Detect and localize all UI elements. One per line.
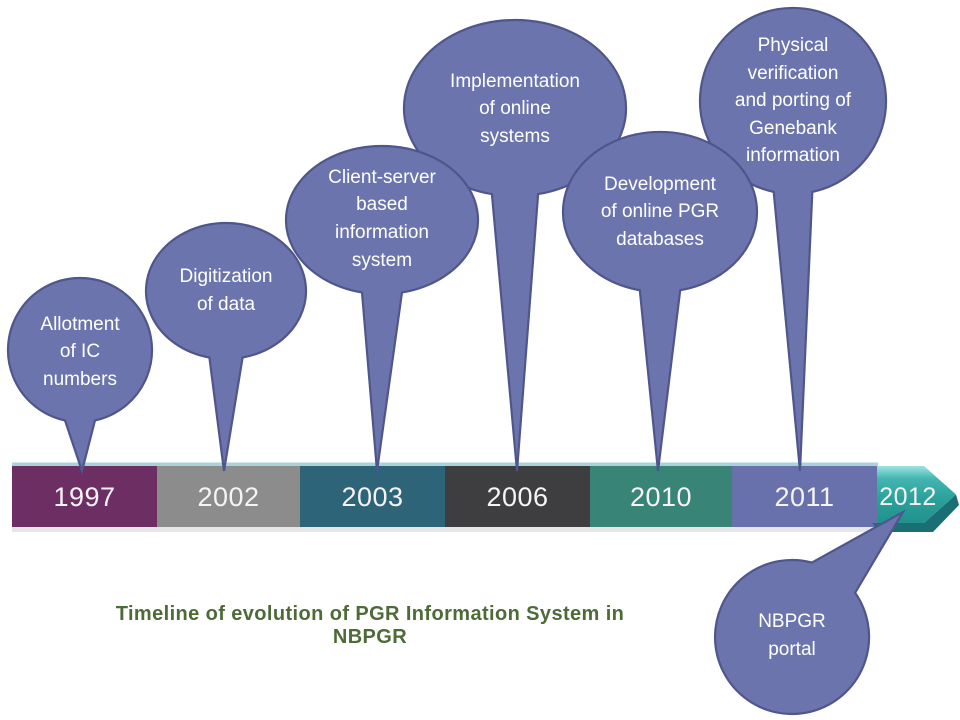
timeline-segment-2010 (590, 466, 732, 527)
balloon-client-server-shape (284, 144, 480, 472)
balloon-development-shape (561, 130, 759, 472)
timeline-segment-2006 (445, 466, 590, 527)
timeline-segment-2002 (157, 466, 300, 527)
timeline-segment-2012-arrow (877, 466, 956, 523)
timeline-segment-1997 (12, 466, 157, 527)
balloon-allotment-shape (6, 276, 154, 475)
arrow-underside (872, 494, 959, 532)
balloon-nbpgr-portal-shape (713, 509, 907, 716)
timeline-segment-2011 (732, 466, 877, 527)
balloon-digitization-shape (144, 221, 308, 472)
balloon-physical-verification-shape (698, 6, 888, 472)
bar-shadow (12, 527, 880, 532)
timeline-segment-2003 (300, 466, 445, 527)
bar-top-edge (12, 462, 878, 467)
timeline-bar (12, 462, 959, 532)
callout-balloons (6, 6, 907, 716)
